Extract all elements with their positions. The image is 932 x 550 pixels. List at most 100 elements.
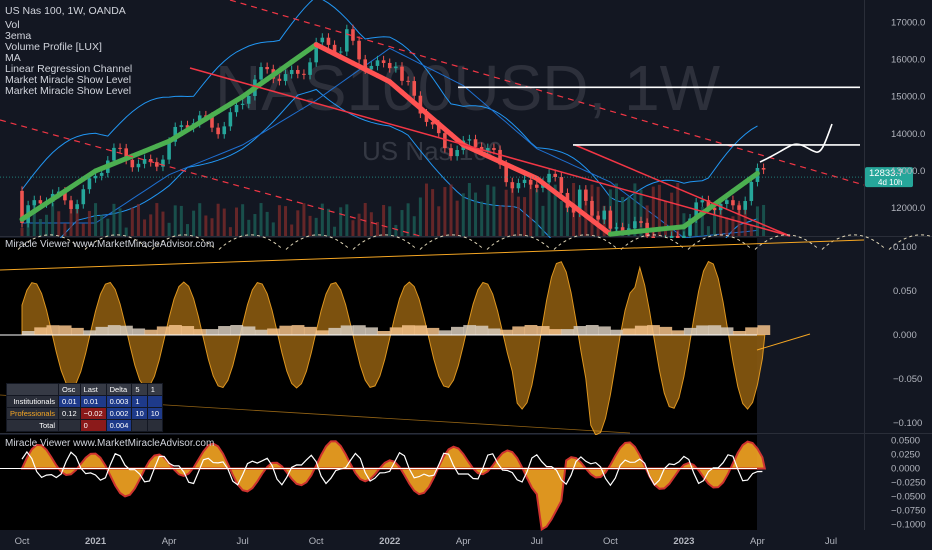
volume-bar: [222, 208, 226, 236]
ema-segment: [289, 50, 307, 65]
volume-bar: [204, 215, 208, 236]
volume-bar: [69, 205, 73, 236]
candle-body: [32, 200, 37, 206]
oscillator-1-band: [144, 329, 158, 335]
volume-bar: [394, 224, 398, 236]
volume-bar: [498, 205, 502, 236]
candle-body: [485, 148, 490, 151]
volume-bar: [308, 215, 312, 236]
candle-body: [197, 115, 202, 124]
oscillator-1-band: [193, 329, 207, 335]
table-cell: 0.12: [58, 407, 81, 420]
candle-body: [234, 104, 239, 113]
candle-body: [626, 228, 631, 231]
table-cell: [146, 395, 164, 408]
ema-segment: [264, 68, 282, 82]
candle-body: [449, 148, 453, 157]
volume-bar: [118, 208, 122, 236]
oscillator-1-band: [487, 328, 501, 335]
candle-body: [602, 210, 607, 220]
table-cell: 1: [131, 395, 148, 408]
ema-segment: [681, 215, 699, 230]
cycle-arc: [352, 234, 418, 250]
volume-bar: [535, 189, 539, 236]
volume-bar: [504, 189, 508, 236]
cycle-arc: [754, 234, 820, 250]
oscillator-1-band: [328, 327, 342, 335]
volume-bar: [228, 227, 232, 236]
oscillator-1-band: [181, 326, 195, 335]
candle-body: [394, 66, 398, 69]
candle-body: [112, 147, 116, 161]
oscillator-2-tick-label: 0.0000: [891, 464, 920, 475]
candle-body: [87, 178, 92, 190]
ema-segment: [571, 203, 589, 219]
volume-bar: [363, 203, 367, 236]
candle-body: [332, 44, 337, 53]
candle-body: [210, 116, 214, 128]
candle-body: [725, 200, 729, 204]
candle-body: [351, 29, 355, 41]
candle-body: [75, 204, 79, 209]
row-label: Total: [5, 419, 60, 432]
volume-bar: [369, 212, 373, 236]
volume-bar: [749, 225, 753, 236]
cycle-arc: [888, 234, 932, 250]
oscillator-1-band: [156, 326, 170, 335]
oscillator-1-trend-line[interactable]: [0, 239, 865, 271]
volume-bar: [94, 203, 98, 236]
volume-bar: [198, 203, 202, 236]
table-cell: 0.004: [105, 419, 133, 432]
candle-body: [93, 175, 98, 179]
candle-body: [375, 60, 380, 66]
oscillator-1-band: [340, 325, 354, 335]
volume-bar: [651, 186, 655, 236]
volume-bar: [333, 226, 337, 236]
candle-body: [81, 189, 86, 205]
volume-bar: [486, 184, 490, 236]
table-row: Total 0 0.004: [5, 419, 164, 432]
volume-bar: [351, 220, 355, 236]
table-cell: [146, 419, 164, 432]
table-corner: [5, 383, 60, 396]
price-badge-countdown: 4d 10h: [878, 178, 902, 187]
candle-body: [700, 200, 705, 203]
volume-bar: [314, 217, 318, 236]
candle-body: [682, 235, 686, 239]
candle-body: [167, 141, 171, 160]
candle-body: [155, 162, 159, 167]
ema-segment: [558, 194, 577, 209]
ema-segment: [730, 179, 748, 194]
candle-body: [246, 95, 251, 104]
candle-body: [504, 164, 508, 183]
cycle-arc: [151, 234, 217, 250]
candle-body: [455, 150, 459, 157]
volume-bar: [100, 215, 104, 236]
time-tick-label: Oct: [603, 536, 618, 547]
oscillator-1-band: [732, 330, 746, 335]
candle-body: [387, 62, 392, 69]
volume-bar: [179, 205, 183, 236]
oscillator-1-band: [683, 327, 697, 335]
candle-body: [443, 133, 447, 149]
candle-body: [179, 125, 184, 127]
candle-body: [467, 139, 472, 141]
candle-body: [731, 200, 735, 206]
ema-segment: [693, 206, 711, 221]
oscillator-pane-2[interactable]: [0, 435, 767, 532]
time-tick-label: Jul: [531, 536, 543, 547]
candle-body: [308, 62, 312, 75]
candle-body: [161, 159, 165, 167]
oscillator-1-band: [426, 327, 440, 335]
candle-body: [418, 95, 423, 114]
volume-bar: [547, 186, 551, 236]
volume-bar: [719, 203, 723, 236]
oscillator-1-projection-line[interactable]: [756, 333, 811, 351]
candle-body: [688, 218, 692, 236]
projection-path[interactable]: [759, 123, 833, 163]
table-cell: 10: [131, 407, 148, 420]
volume-bar: [529, 183, 533, 236]
volume-bar: [57, 211, 61, 236]
